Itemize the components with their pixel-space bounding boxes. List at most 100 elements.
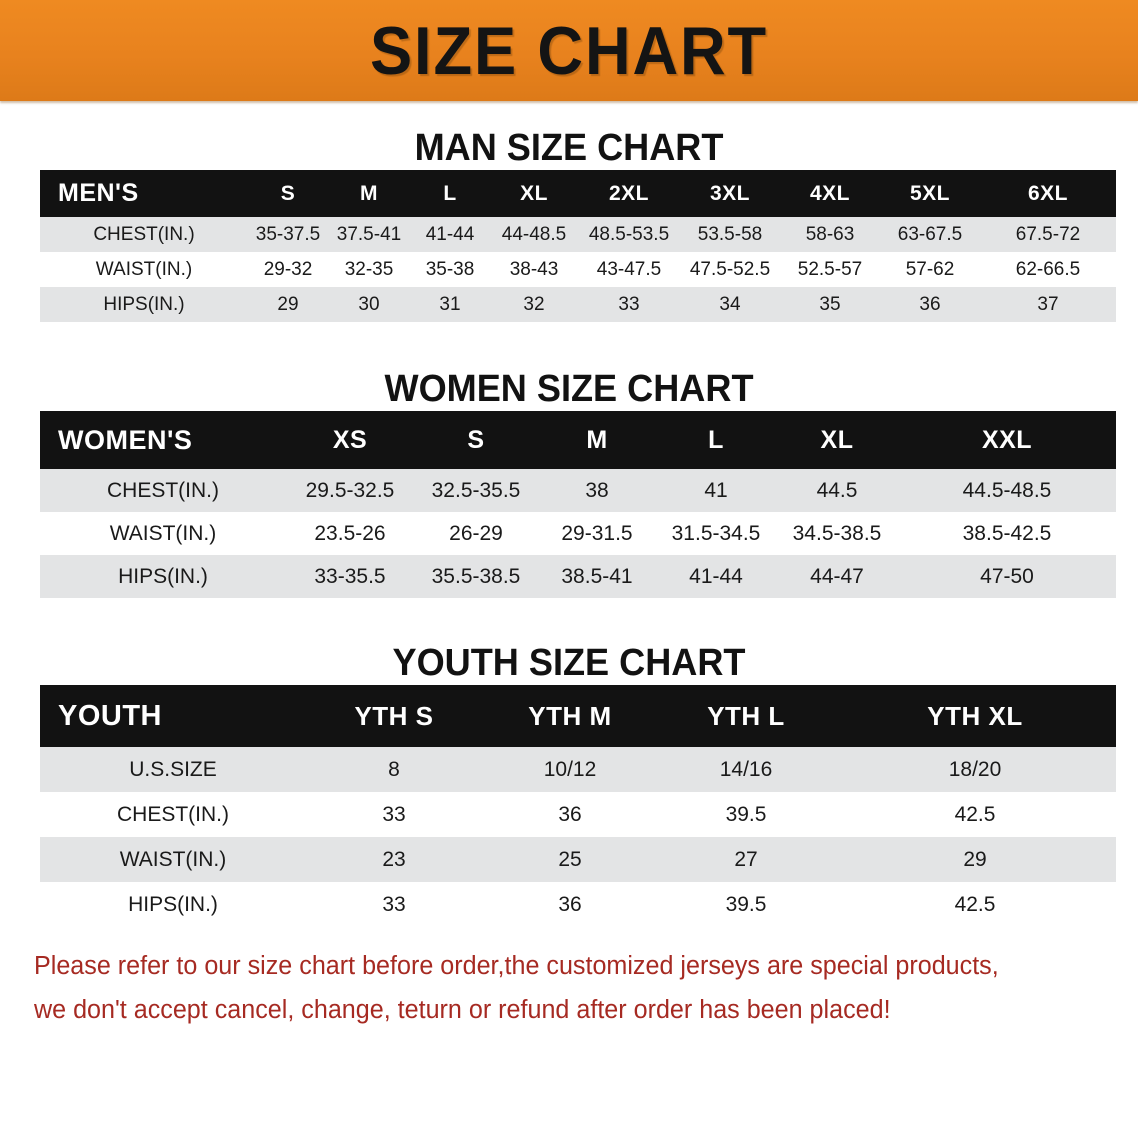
- women-waist-s: 26-29: [449, 521, 503, 545]
- women-row-label-hips: HIPS(IN.): [118, 564, 208, 588]
- table-header-row: WOMEN'S XS S M L XL XXL: [40, 411, 1116, 469]
- women-chart-wrap: WOMEN'S XS S M L XL XXL CHEST(IN.) 29.5-…: [0, 411, 1138, 598]
- table-header-row: MEN'S S M L XL 2XL 3XL 4XL 5XL 6XL: [40, 170, 1116, 217]
- table-row: CHEST(IN.) 33 36 39.5 42.5: [40, 792, 1116, 837]
- women-waist-xxl: 38.5-42.5: [962, 521, 1052, 545]
- youth-waist-l: 27: [734, 847, 758, 871]
- men-hips-6xl: 37: [1037, 293, 1059, 315]
- women-table-header: WOMEN'S XS S M L XL XXL: [40, 411, 1116, 469]
- youth-row-label-hips: HIPS(IN.): [128, 892, 218, 916]
- men-col-m: M: [360, 181, 378, 205]
- youth-chart-wrap: YOUTH YTH S YTH M YTH L YTH XL U.S.SIZE …: [0, 685, 1138, 927]
- youth-hips-s: 33: [382, 892, 406, 916]
- men-col-xl: XL: [520, 181, 548, 205]
- men-hips-l: 31: [439, 293, 461, 315]
- women-chest-s: 32.5-35.5: [431, 478, 521, 502]
- women-waist-m: 29-31.5: [561, 521, 633, 545]
- women-waist-xl: 34.5-38.5: [792, 521, 882, 545]
- men-hips-s: 29: [277, 293, 299, 315]
- men-chest-5xl: 63-67.5: [897, 223, 963, 245]
- women-hips-l: 41-44: [689, 564, 743, 588]
- men-chest-s: 35-37.5: [255, 223, 321, 245]
- women-hips-xs: 33-35.5: [314, 564, 386, 588]
- youth-hips-l: 39.5: [725, 892, 767, 916]
- men-chest-xl: 44-48.5: [501, 223, 567, 245]
- youth-chest-s: 33: [382, 802, 406, 826]
- table-row: HIPS(IN.) 29 30 31 32 33 34 35 36 37: [40, 287, 1116, 322]
- women-row-label-waist: WAIST(IN.): [109, 521, 217, 545]
- men-waist-s: 29-32: [263, 258, 313, 280]
- youth-col-yth-xl: YTH XL: [927, 700, 1023, 731]
- men-chest-6xl: 67.5-72: [1015, 223, 1081, 245]
- men-col-5xl: 5XL: [909, 181, 950, 205]
- men-col-3xl: 3XL: [709, 181, 750, 205]
- youth-hips-m: 36: [558, 892, 582, 916]
- men-table-body: CHEST(IN.) 35-37.5 37.5-41 41-44 44-48.5…: [40, 217, 1116, 322]
- women-col-xs: XS: [332, 425, 368, 454]
- men-col-4xl: 4XL: [809, 181, 850, 205]
- women-hips-s: 35.5-38.5: [431, 564, 521, 588]
- women-waist-xs: 23.5-26: [314, 521, 386, 545]
- men-row-label-waist: WAIST(IN.): [95, 258, 193, 280]
- men-waist-6xl: 62-66.5: [1015, 258, 1081, 280]
- women-table-body: CHEST(IN.) 29.5-32.5 32.5-35.5 38 41 44.…: [40, 469, 1116, 598]
- men-chest-4xl: 58-63: [805, 223, 855, 245]
- women-size-table: WOMEN'S XS S M L XL XXL CHEST(IN.) 29.5-…: [40, 411, 1116, 598]
- youth-chest-xl: 42.5: [954, 802, 996, 826]
- men-chest-l: 41-44: [425, 223, 475, 245]
- youth-row-label-chest: CHEST(IN.): [117, 802, 229, 826]
- women-col-xl: XL: [820, 425, 854, 454]
- youth-table-body: U.S.SIZE 8 10/12 14/16 18/20 CHEST(IN.) …: [40, 747, 1116, 927]
- page-banner: SIZE CHART: [0, 0, 1138, 101]
- youth-col-yth-m: YTH M: [528, 700, 612, 731]
- table-row: HIPS(IN.) 33-35.5 35.5-38.5 38.5-41 41-4…: [40, 555, 1116, 598]
- men-waist-m: 32-35: [344, 258, 394, 280]
- women-chest-l: 41: [704, 478, 728, 502]
- table-header-row: YOUTH YTH S YTH M YTH L YTH XL: [40, 685, 1116, 747]
- youth-waist-m: 25: [558, 847, 582, 871]
- women-row-header-label: WOMEN'S: [58, 424, 193, 455]
- women-chest-xs: 29.5-32.5: [305, 478, 395, 502]
- women-col-l: L: [708, 425, 724, 454]
- section-title-man: MAN SIZE CHART: [414, 127, 724, 169]
- men-waist-4xl: 52.5-57: [797, 258, 863, 280]
- youth-ussize-m: 10/12: [543, 757, 597, 781]
- section-title-youth: YOUTH SIZE CHART: [392, 642, 746, 684]
- men-row-header-label: MEN'S: [58, 179, 139, 207]
- women-waist-l: 31.5-34.5: [671, 521, 761, 545]
- men-size-table: MEN'S S M L XL 2XL 3XL 4XL 5XL 6XL CHEST…: [40, 170, 1116, 322]
- women-chest-m: 38: [585, 478, 609, 502]
- men-hips-3xl: 34: [719, 293, 741, 315]
- men-chest-2xl: 48.5-53.5: [588, 223, 670, 245]
- disclaimer-line-2: we don't accept cancel, change, teturn o…: [34, 995, 891, 1024]
- men-waist-xl: 38-43: [509, 258, 559, 280]
- women-col-m: M: [586, 425, 608, 454]
- youth-ussize-l: 14/16: [719, 757, 773, 781]
- men-waist-3xl: 47.5-52.5: [689, 258, 771, 280]
- men-hips-4xl: 35: [819, 293, 841, 315]
- women-hips-xl: 44-47: [810, 564, 864, 588]
- men-waist-l: 35-38: [425, 258, 475, 280]
- disclaimer-note: Please refer to our size chart before or…: [34, 945, 1088, 1033]
- youth-hips-xl: 42.5: [954, 892, 996, 916]
- men-hips-m: 30: [358, 293, 380, 315]
- men-waist-5xl: 57-62: [905, 258, 955, 280]
- men-col-2xl: 2XL: [608, 181, 649, 205]
- youth-row-label-ussize: U.S.SIZE: [129, 757, 217, 781]
- youth-ussize-xl: 18/20: [948, 757, 1002, 781]
- table-row: CHEST(IN.) 35-37.5 37.5-41 41-44 44-48.5…: [40, 217, 1116, 252]
- youth-chest-m: 36: [558, 802, 582, 826]
- men-hips-xl: 32: [523, 293, 545, 315]
- men-col-s: S: [280, 181, 296, 205]
- women-chest-xl: 44.5: [816, 478, 858, 502]
- table-row: WAIST(IN.) 29-32 32-35 35-38 38-43 43-47…: [40, 252, 1116, 287]
- youth-col-yth-s: YTH S: [354, 700, 434, 731]
- women-col-s: S: [467, 425, 485, 454]
- youth-size-table: YOUTH YTH S YTH M YTH L YTH XL U.S.SIZE …: [40, 685, 1116, 927]
- men-col-6xl: 6XL: [1027, 181, 1068, 205]
- youth-table-header: YOUTH YTH S YTH M YTH L YTH XL: [40, 685, 1116, 747]
- women-chest-xxl: 44.5-48.5: [962, 478, 1052, 502]
- table-row: WAIST(IN.) 23 25 27 29: [40, 837, 1116, 882]
- men-waist-2xl: 43-47.5: [596, 258, 662, 280]
- youth-ussize-s: 8: [388, 757, 400, 781]
